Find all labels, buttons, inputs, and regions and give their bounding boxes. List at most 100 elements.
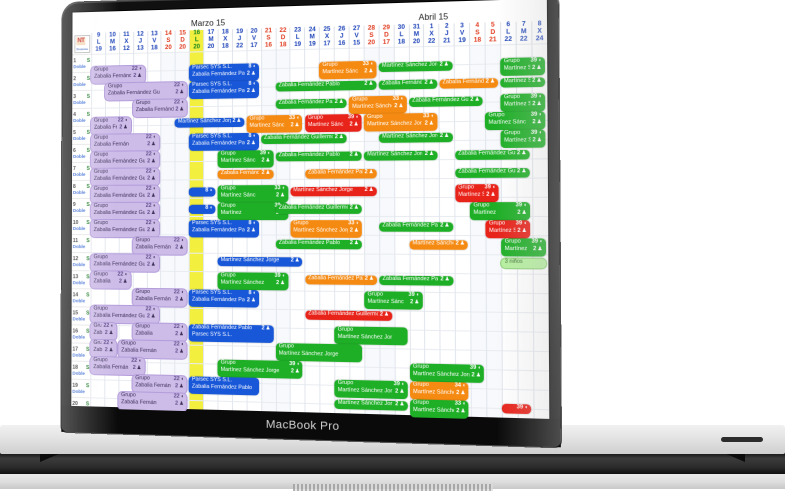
calendar-cell[interactable]	[118, 234, 133, 253]
calendar-cell[interactable]	[364, 216, 380, 236]
day-header-9[interactable]: 9 L 19	[91, 32, 106, 55]
calendar-event[interactable]: Zabalia Fernández Guillermo 2♟	[260, 133, 347, 144]
day-header-3[interactable]: 3 V 19	[454, 22, 470, 46]
calendar-cell[interactable]	[455, 254, 471, 274]
calendar-cell[interactable]	[486, 292, 502, 313]
calendar-event[interactable]: Zabalia Fernández Guillermo 2♟	[275, 204, 362, 214]
calendar-event[interactable]: 3 niños	[501, 258, 547, 269]
calendar-cell[interactable]	[175, 52, 190, 71]
calendar-cell[interactable]	[290, 384, 306, 404]
calendar-cell[interactable]	[147, 52, 162, 72]
calendar-cell[interactable]	[439, 140, 455, 160]
room-row-header-19[interactable]: 19 S Doble	[71, 379, 91, 398]
calendar-cell[interactable]	[305, 384, 321, 404]
day-header-25[interactable]: 25 X 17	[319, 26, 335, 50]
calendar-event[interactable]: Grupo 39◖ Martínez Sánchez Jorge 2♟	[409, 363, 485, 383]
calendar-cell[interactable]	[470, 254, 487, 274]
room-row-header-18[interactable]: 18 S Doble	[71, 361, 91, 380]
calendar-cell[interactable]	[379, 348, 395, 368]
calendar-cell[interactable]	[189, 271, 204, 291]
room-row-header-12[interactable]: 12 S Doble	[71, 252, 92, 271]
calendar-cell[interactable]	[533, 332, 549, 352]
calendar-event[interactable]: Grupo 22◖ Zabalia Fernán 2♟	[132, 374, 187, 394]
calendar-cell[interactable]	[409, 311, 426, 331]
calendar-cell[interactable]	[470, 292, 487, 313]
calendar-cell[interactable]	[261, 235, 276, 254]
calendar-event[interactable]: Zabalia Fernández Pablo 2♟ Parsec SYS S.L.	[188, 323, 274, 343]
calendar-cell[interactable]	[409, 197, 425, 217]
day-header-30[interactable]: 30 L 18	[393, 24, 409, 48]
room-row-header-1[interactable]: 1 S Doble	[72, 54, 92, 73]
calendar-event[interactable]: Grupo 22◖ Zabalia 2♟	[90, 339, 117, 358]
calendar-cell[interactable]	[440, 254, 456, 274]
day-header-11[interactable]: 11 X 12	[119, 31, 134, 54]
calendar-cell[interactable]	[379, 178, 395, 198]
calendar-cell[interactable]	[364, 254, 380, 274]
calendar-cell[interactable]	[501, 293, 518, 313]
calendar-event[interactable]: Grupo Martínez Sánchez Jorge	[275, 342, 363, 363]
calendar-event[interactable]: Grupo Martínez Sánchez Jor	[334, 326, 408, 346]
calendar-cell[interactable]	[486, 331, 503, 351]
calendar-cell[interactable]	[290, 290, 306, 310]
calendar-cell[interactable]	[486, 273, 502, 294]
day-header-14[interactable]: 14 S 20	[161, 30, 176, 53]
day-header-10[interactable]: 10 M 16	[105, 32, 120, 55]
room-row-header-15[interactable]: 15 S Doble	[71, 306, 92, 326]
calendar-event[interactable]: Martínez Sánchez Jorg 2♟	[363, 150, 438, 161]
calendar-event[interactable]: Grupo 22◖ Zabalia 2♟	[90, 322, 117, 341]
calendar-cell[interactable]	[175, 125, 190, 144]
calendar-event[interactable]: 8◖	[189, 187, 216, 197]
calendar-cell[interactable]	[290, 272, 306, 292]
calendar-event[interactable]: Zabalia Fernández Pablo 2♟	[275, 239, 362, 250]
day-header-15[interactable]: 15 D 20	[175, 30, 190, 53]
calendar-cell[interactable]	[290, 160, 306, 180]
calendar-event[interactable]: Parsec SYS S.L. 8◖ Zabalia Fernández Pablo…	[189, 219, 259, 238]
day-header-27[interactable]: 27 V 15	[349, 25, 365, 49]
day-header-28[interactable]: 28 S 20	[363, 25, 379, 49]
room-row-header-17[interactable]: 17 S Doble	[71, 342, 91, 362]
calendar-cell[interactable]	[161, 161, 176, 181]
calendar-event[interactable]: Zabalia Fernández Guillermo 2♟	[304, 310, 393, 321]
calendar-cell[interactable]	[175, 216, 190, 235]
calendar-event[interactable]: Grupo 22◖ Zabalia Fernández Guillermo 2♟	[90, 151, 159, 169]
calendar-cell[interactable]	[517, 293, 534, 313]
day-header-5[interactable]: 5 D 21	[485, 22, 501, 46]
calendar-event[interactable]: Zabalia Fernández Pablo 2♟	[275, 98, 347, 109]
calendar-cell[interactable]	[203, 161, 219, 180]
room-row-header-3[interactable]: 3 S Doble	[72, 90, 92, 109]
day-header-13[interactable]: 13 V 18	[147, 31, 162, 54]
calendar-cell[interactable]	[486, 350, 503, 371]
calendar-cell[interactable]	[516, 178, 533, 198]
calendar-cell[interactable]	[455, 330, 472, 351]
calendar-cell[interactable]	[261, 68, 276, 88]
calendar-cell[interactable]	[486, 388, 503, 409]
calendar-cell[interactable]	[305, 291, 321, 310]
day-header-17[interactable]: 17 M 20	[203, 29, 219, 52]
calendar-cell[interactable]	[424, 197, 440, 217]
calendar-cell[interactable]	[532, 216, 549, 236]
room-row-header-4[interactable]: 4 S Doble	[72, 108, 92, 127]
room-row-header-6[interactable]: 6 S Doble	[72, 144, 92, 163]
day-header-6[interactable]: 6 L 22	[500, 21, 517, 45]
calendar-cell[interactable]	[90, 379, 105, 399]
calendar-event[interactable]: Zabalia Fernández Pablo 2♟	[275, 80, 377, 92]
calendar-cell[interactable]	[175, 271, 190, 290]
calendar-cell[interactable]	[394, 197, 410, 217]
calendar-cell[interactable]	[275, 290, 291, 310]
calendar-cell[interactable]	[394, 348, 411, 369]
calendar-cell[interactable]	[532, 274, 549, 294]
day-header-23[interactable]: 23 L 19	[290, 27, 305, 50]
calendar-cell[interactable]	[379, 159, 395, 179]
calendar-cell[interactable]	[379, 197, 395, 217]
calendar-cell[interactable]	[425, 311, 441, 331]
calendar-cell[interactable]	[132, 271, 147, 290]
